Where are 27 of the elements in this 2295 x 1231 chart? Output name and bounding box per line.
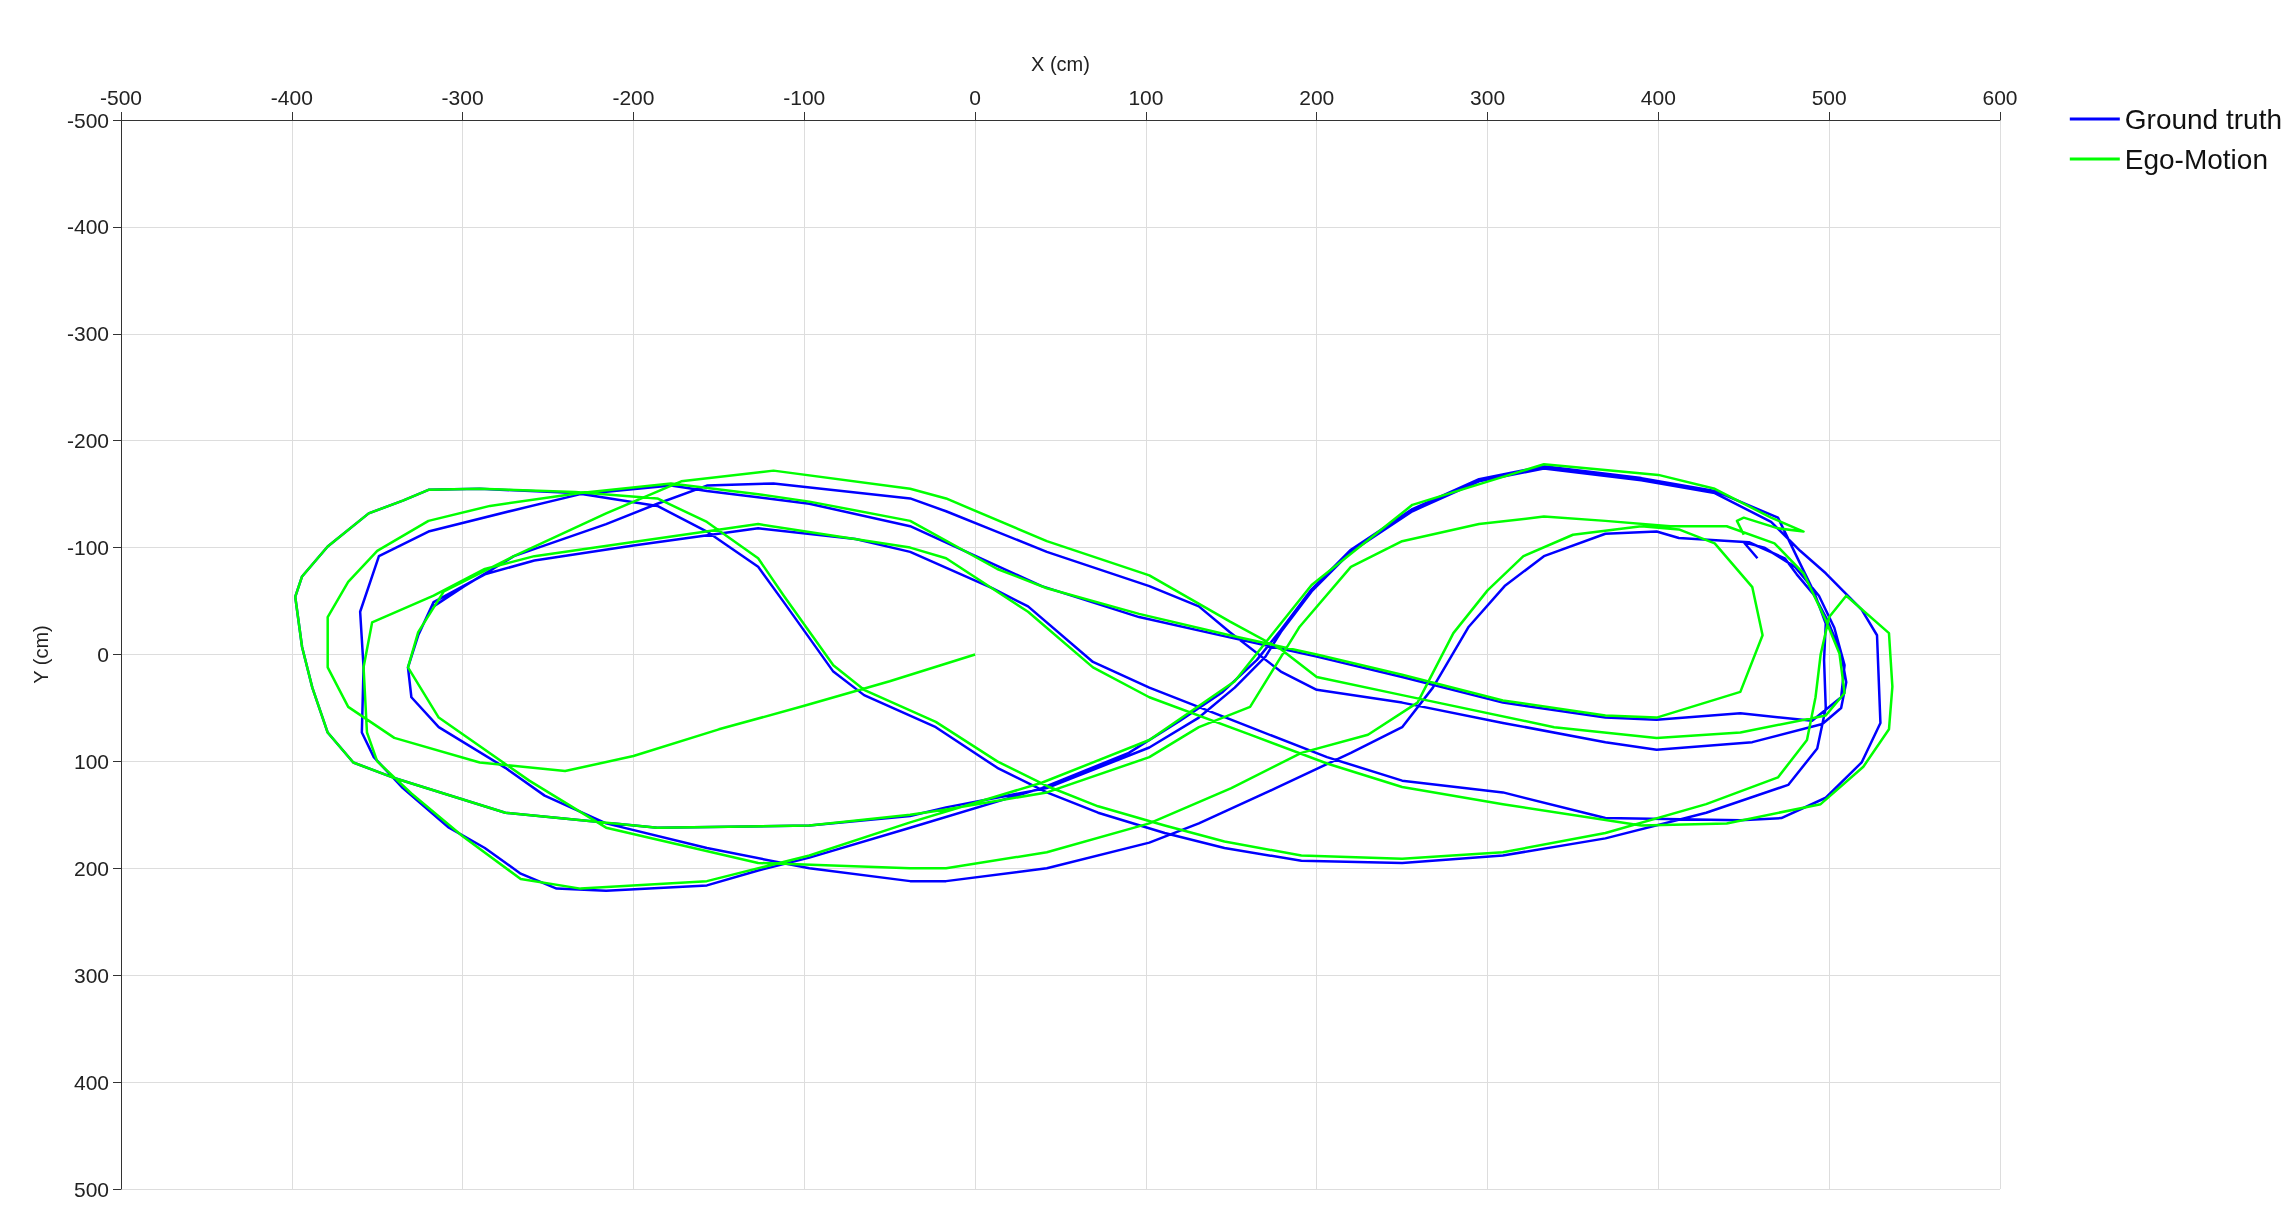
x-tick-label: 0 [969, 86, 981, 109]
x-tick-label: 200 [1299, 86, 1335, 109]
legend-label: Ego-Motion [2124, 143, 2268, 175]
y-tick-label: -500 [66, 108, 109, 132]
legend-label: Ground truth [2124, 103, 2282, 135]
x-tick-label: 400 [1640, 86, 1676, 109]
y-axis-title: Y (cm) [30, 625, 52, 684]
y-tick-label: -300 [66, 322, 109, 346]
y-tick-label: 100 [73, 749, 109, 773]
x-tick-label: -100 [783, 86, 826, 109]
y-tick-label: 300 [73, 963, 109, 987]
y-tick-label: 0 [97, 643, 109, 666]
x-tick-label: 300 [1470, 86, 1506, 109]
x-tick-label: 600 [1982, 86, 2018, 109]
x-tick-label: -300 [441, 86, 484, 109]
x-axis-title: X (cm) [1031, 53, 1090, 75]
x-tick-label: 500 [1811, 86, 1847, 109]
y-tick-label: -200 [66, 429, 109, 453]
x-tick-label: -400 [270, 86, 313, 109]
y-tick-label: -100 [66, 536, 109, 560]
y-tick-label: 200 [73, 856, 109, 880]
y-tick-label: 400 [73, 1070, 109, 1094]
x-tick-label: 100 [1128, 86, 1164, 109]
y-tick-label: -400 [66, 215, 109, 239]
y-tick-label: 500 [73, 1177, 109, 1201]
x-tick-label: -200 [612, 86, 655, 109]
x-tick-label: -500 [99, 86, 143, 109]
